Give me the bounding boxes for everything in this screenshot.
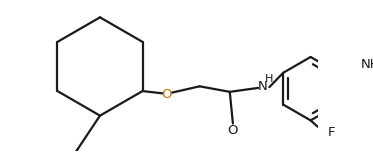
Text: N: N xyxy=(257,80,267,93)
Text: NH₂: NH₂ xyxy=(361,58,373,71)
Text: F: F xyxy=(328,126,336,139)
Text: O: O xyxy=(228,124,238,137)
Text: O: O xyxy=(161,88,172,101)
Text: H: H xyxy=(265,74,273,84)
